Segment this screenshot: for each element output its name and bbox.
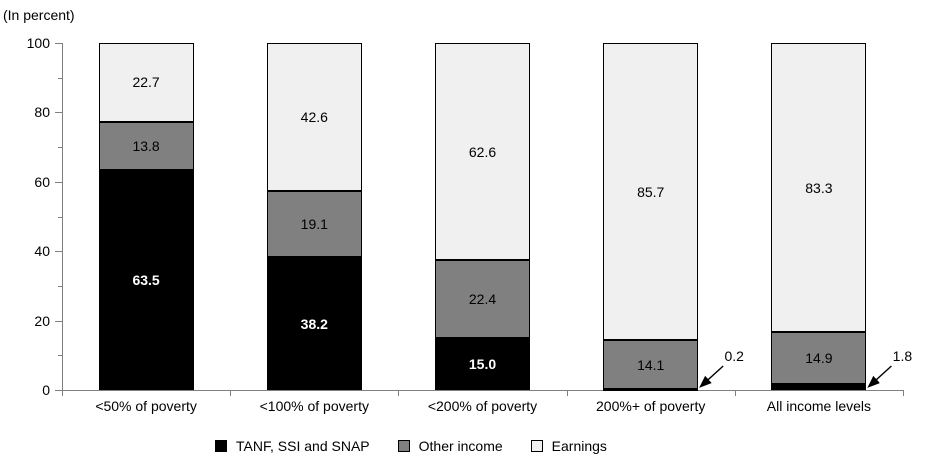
category-label: All income levels bbox=[766, 398, 872, 414]
y-tick-label: 0 bbox=[42, 382, 50, 398]
x-boundary-tick bbox=[230, 391, 232, 396]
y-tick-label: 100 bbox=[26, 35, 50, 51]
x-boundary-tick bbox=[62, 391, 63, 396]
legend-swatch-icon bbox=[397, 440, 410, 452]
legend-swatch-icon bbox=[530, 440, 543, 452]
legend-label: Other income bbox=[418, 438, 503, 454]
bar-segment bbox=[603, 340, 699, 390]
bar-segment bbox=[266, 257, 362, 390]
legend: TANF, SSI and SNAP Other income Earnings bbox=[0, 438, 822, 454]
y-major-tick bbox=[55, 181, 62, 183]
y-major-tick bbox=[55, 112, 62, 114]
y-tick-label: 60 bbox=[34, 173, 50, 190]
bar-value-label: 42.6 bbox=[300, 109, 328, 126]
y-major-tick bbox=[55, 43, 62, 44]
bar-segment bbox=[98, 43, 194, 122]
y-minor-tick bbox=[58, 147, 62, 149]
y-major-tick bbox=[55, 390, 62, 391]
category-label: 200%+ of poverty bbox=[596, 398, 706, 414]
legend-label: TANF, SSI and SNAP bbox=[236, 438, 370, 454]
category-label: <200% of poverty bbox=[427, 398, 538, 414]
bar-segment bbox=[603, 389, 699, 392]
x-boundary-tick bbox=[903, 391, 904, 396]
x-boundary-tick bbox=[398, 391, 400, 396]
annotation-value-label: 1.8 bbox=[892, 348, 913, 364]
bar-value-label: 14.9 bbox=[805, 349, 833, 366]
annotation-value-label: 0.2 bbox=[724, 348, 744, 364]
bar-segment bbox=[435, 43, 530, 261]
bar-segment bbox=[98, 121, 194, 170]
bar-value-label: 13.8 bbox=[132, 137, 160, 154]
bar-segment bbox=[98, 169, 194, 390]
y-major-tick bbox=[55, 320, 62, 322]
y-tick-label: 80 bbox=[34, 104, 50, 121]
x-boundary-tick bbox=[734, 391, 736, 396]
bar-segment bbox=[435, 337, 530, 390]
bar-value-label: 62.6 bbox=[468, 143, 497, 160]
bar-value-label: 14.1 bbox=[637, 356, 665, 373]
legend-item: Other income bbox=[397, 438, 503, 454]
y-tick-label: 40 bbox=[34, 243, 50, 260]
bar-value-label: 19.1 bbox=[300, 216, 328, 233]
legend-label: Earnings bbox=[551, 438, 607, 454]
y-minor-tick bbox=[58, 355, 62, 357]
category-label: <100% of poverty bbox=[259, 398, 369, 414]
bar-segment bbox=[771, 332, 867, 384]
bar-value-label: 22.7 bbox=[132, 74, 160, 91]
bar-segment bbox=[266, 191, 362, 258]
y-minor-tick bbox=[58, 216, 62, 218]
bar-segment bbox=[266, 43, 362, 192]
plot-area bbox=[62, 43, 904, 391]
x-boundary-tick bbox=[566, 391, 568, 396]
bar-value-label: 15.0 bbox=[468, 355, 497, 372]
bar-segment bbox=[771, 383, 867, 390]
bar-segment bbox=[603, 43, 699, 341]
legend-item: Earnings bbox=[530, 438, 607, 454]
legend-swatch-icon bbox=[215, 440, 228, 452]
bar-value-label: 85.7 bbox=[637, 183, 665, 200]
bar-value-label: 22.4 bbox=[468, 291, 497, 308]
bar-value-label: 38.2 bbox=[300, 315, 328, 332]
bar-value-label: 83.3 bbox=[805, 179, 833, 196]
y-minor-tick bbox=[58, 77, 62, 79]
legend-item: TANF, SSI and SNAP bbox=[215, 438, 370, 454]
y-tick-label: 20 bbox=[34, 312, 50, 329]
y-minor-tick bbox=[58, 285, 62, 287]
bar-segment bbox=[771, 43, 867, 333]
bar-value-label: 63.5 bbox=[132, 271, 160, 288]
bar-segment bbox=[435, 260, 530, 338]
y-major-tick bbox=[55, 251, 62, 253]
y-axis-title: (In percent) bbox=[3, 7, 75, 23]
category-label: <50% of poverty bbox=[95, 398, 197, 414]
